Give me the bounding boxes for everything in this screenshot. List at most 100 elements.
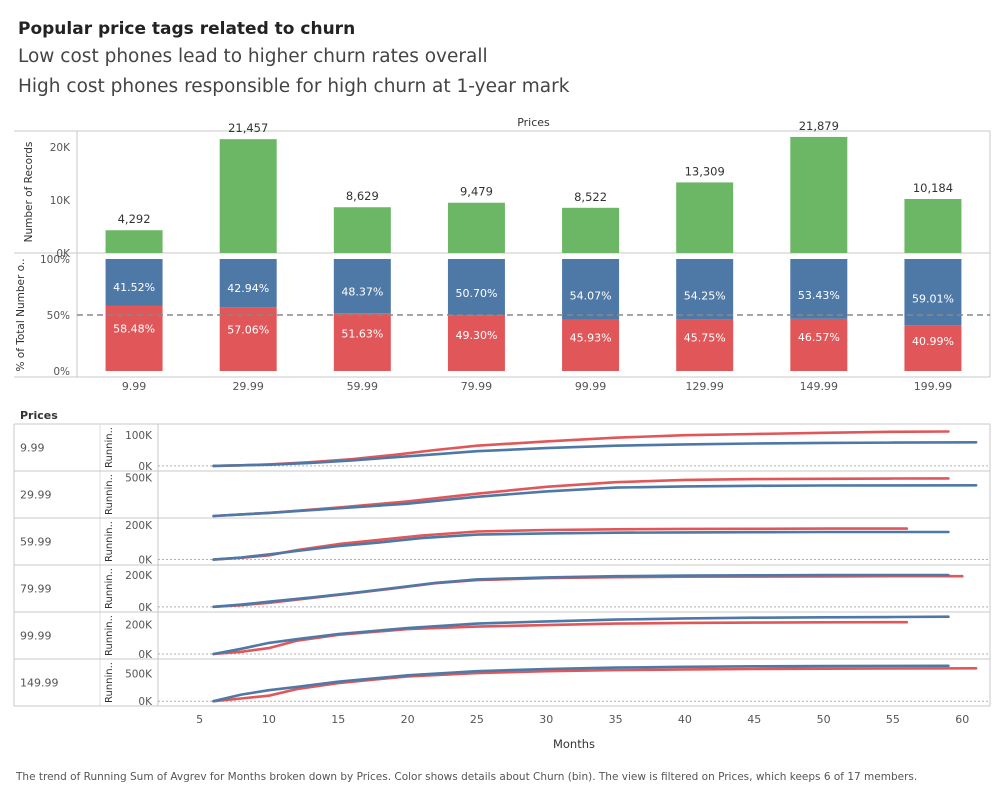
bar-churn-blue-99.99[interactable] xyxy=(562,259,620,320)
percent-label: 59.01% xyxy=(912,293,954,306)
percent-label: 48.37% xyxy=(341,286,383,299)
dashboard-title: Popular price tags related to churn xyxy=(18,19,356,39)
bar-chart-header-prices: Prices xyxy=(517,116,550,129)
x-tick-label-price: 29.99 xyxy=(232,380,264,393)
line-churn-blue-149.99[interactable] xyxy=(212,664,950,703)
bar-value-label: 8,629 xyxy=(346,189,379,203)
line-churn-red-149.99[interactable] xyxy=(212,667,978,703)
bar-churn-red-29.99[interactable] xyxy=(219,307,277,371)
bar-churn-red-59.99[interactable] xyxy=(333,313,391,371)
y-tick-label: 500K xyxy=(125,669,153,681)
y-axis-label-running: Runnin.. xyxy=(104,427,115,468)
x-tick-label-month: 45 xyxy=(747,713,761,726)
y-tick-label: 0K xyxy=(138,461,153,473)
bar-records-129.99[interactable] xyxy=(676,182,734,253)
y-tick-label: 0K xyxy=(138,696,153,708)
bar-churn-blue-129.99[interactable] xyxy=(676,259,734,320)
x-tick-label-price: 99.99 xyxy=(575,380,607,393)
row-label-price: 59.99 xyxy=(20,536,52,549)
chart-caption: The trend of Running Sum of Avgrev for M… xyxy=(16,771,918,783)
bar-churn-red-199.99[interactable] xyxy=(904,325,962,371)
y-tick-label: 500K xyxy=(125,473,153,485)
line-churn-red-99.99[interactable] xyxy=(212,620,909,656)
x-tick-label-month: 15 xyxy=(331,713,345,726)
bar-value-label: 21,457 xyxy=(228,121,268,135)
y-tick-label: 0K xyxy=(138,555,153,567)
bar-records-79.99[interactable] xyxy=(447,202,505,253)
row-label-price: 99.99 xyxy=(20,630,52,643)
x-tick-label-month: 60 xyxy=(955,713,969,726)
y-tick-label: 200K xyxy=(125,619,153,631)
y-tick-label: 0K xyxy=(138,649,153,661)
x-tick-label-month: 5 xyxy=(196,713,203,726)
percent-label: 41.52% xyxy=(113,281,155,294)
y-axis-label-running: Runnin.. xyxy=(104,568,115,609)
line-churn-blue-29.99[interactable] xyxy=(212,484,978,518)
percent-label: 46.57% xyxy=(798,331,840,344)
y-axis-label-running: Runnin.. xyxy=(104,521,115,562)
line-churn-blue-59.99[interactable] xyxy=(212,530,950,561)
bar-records-99.99[interactable] xyxy=(562,207,620,253)
percent-label: 49.30% xyxy=(455,329,497,342)
x-tick-label-month: 55 xyxy=(886,713,900,726)
bar-value-label: 13,309 xyxy=(685,164,725,178)
bar-churn-blue-149.99[interactable] xyxy=(790,259,848,319)
x-tick-label-month: 35 xyxy=(609,713,623,726)
bar-value-label: 9,479 xyxy=(460,185,493,199)
line-churn-red-9.99[interactable] xyxy=(212,430,950,468)
bar-value-label: 21,879 xyxy=(799,119,839,133)
bar-churn-blue-199.99[interactable] xyxy=(904,259,962,326)
bar-records-59.99[interactable] xyxy=(333,207,391,253)
line-churn-blue-79.99[interactable] xyxy=(212,573,950,609)
line-churn-red-79.99[interactable] xyxy=(212,574,964,609)
bar-churn-red-129.99[interactable] xyxy=(676,319,734,371)
x-axis-label-months: Months xyxy=(553,737,595,751)
bar-value-label: 4,292 xyxy=(118,212,151,226)
y-axis-label-records: Number of Records xyxy=(23,142,35,243)
row-label-price: 29.99 xyxy=(20,489,52,502)
percent-label: 54.07% xyxy=(570,289,612,302)
x-tick-label-price: 149.99 xyxy=(800,380,839,393)
y-axis-label-percent: % of Total Number o.. xyxy=(15,258,27,371)
bar-churn-red-149.99[interactable] xyxy=(790,318,848,371)
bar-records-29.99[interactable] xyxy=(219,139,277,253)
y-tick-label: 100% xyxy=(40,254,70,266)
y-tick-label: 0K xyxy=(138,602,153,614)
line-churn-blue-99.99[interactable] xyxy=(212,615,950,656)
bar-value-label: 8,522 xyxy=(574,190,607,204)
row-label-price: 9.99 xyxy=(20,442,45,455)
x-tick-label-price: 199.99 xyxy=(914,380,953,393)
bar-churn-red-99.99[interactable] xyxy=(562,319,620,371)
x-tick-label-month: 20 xyxy=(401,713,415,726)
percent-label: 57.06% xyxy=(227,323,269,336)
y-axis-label-running: Runnin.. xyxy=(104,662,115,703)
percent-label: 53.43% xyxy=(798,289,840,302)
row-label-price: 149.99 xyxy=(20,677,59,690)
y-axis-label-running: Runnin.. xyxy=(104,474,115,515)
subtitle-line-2: High cost phones responsible for high ch… xyxy=(18,76,570,97)
bar-records-199.99[interactable] xyxy=(904,198,962,253)
percent-label: 42.94% xyxy=(227,282,269,295)
subtitle-line-1: Low cost phones lead to higher churn rat… xyxy=(18,46,488,67)
percent-label: 58.48% xyxy=(113,322,155,335)
bar-churn-blue-59.99[interactable] xyxy=(333,259,391,314)
y-tick-label: 0K xyxy=(56,248,71,260)
bar-churn-red-9.99[interactable] xyxy=(105,305,163,371)
bar-churn-red-79.99[interactable] xyxy=(447,315,505,371)
percent-label: 51.63% xyxy=(341,327,383,340)
line-churn-blue-9.99[interactable] xyxy=(212,441,978,468)
bar-churn-blue-9.99[interactable] xyxy=(105,259,163,306)
x-tick-label-price: 9.99 xyxy=(122,380,147,393)
row-label-price: 79.99 xyxy=(20,583,52,596)
bar-records-9.99[interactable] xyxy=(105,230,163,253)
percent-label: 50.70% xyxy=(455,287,497,300)
bar-churn-blue-29.99[interactable] xyxy=(219,259,277,308)
bar-churn-blue-79.99[interactable] xyxy=(447,259,505,316)
y-tick-label: 50% xyxy=(47,310,70,322)
y-tick-label: 10K xyxy=(50,195,71,207)
row-header-prices: Prices xyxy=(20,409,58,422)
bar-records-149.99[interactable] xyxy=(790,136,848,253)
y-axis-label-running: Runnin.. xyxy=(104,615,115,656)
x-tick-label-price: 79.99 xyxy=(461,380,493,393)
